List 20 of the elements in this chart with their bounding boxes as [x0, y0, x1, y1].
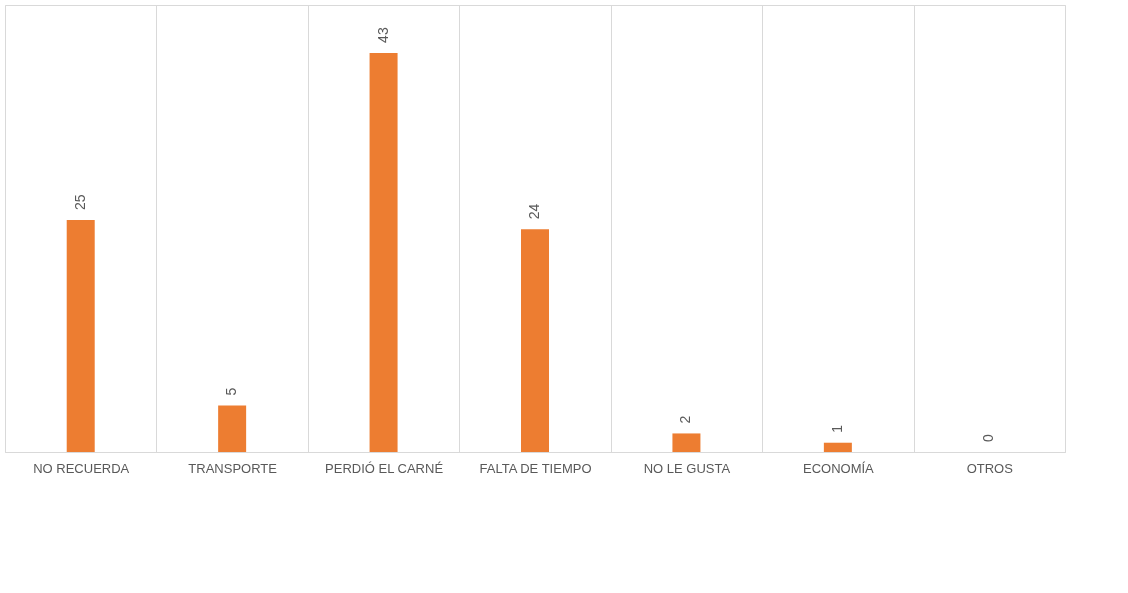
bar: [672, 433, 701, 452]
x-tick-label: FALTA DE TIEMPO: [479, 460, 592, 476]
data-label: 25: [71, 194, 88, 210]
bar: [369, 52, 398, 452]
data-label: 2: [677, 415, 694, 424]
data-label: 24: [526, 203, 542, 220]
x-tick-label: ECONOMÍA: [802, 460, 875, 476]
data-label: 43: [374, 27, 391, 43]
x-tick-label: PERDIÓ EL CARNÉ: [325, 460, 444, 476]
bar: [218, 405, 247, 452]
bar: [66, 219, 95, 452]
x-tick-label: TRANSPORTE: [188, 460, 278, 476]
data-label: 1: [828, 424, 845, 433]
x-tick-label: OTROS: [966, 460, 1014, 476]
bar: [521, 229, 549, 452]
x-tick-label: NO LE GUSTA: [643, 460, 731, 476]
bar: [823, 442, 852, 452]
data-label: 0: [980, 434, 997, 442]
x-tick-label: NO RECUERDA: [33, 460, 130, 476]
data-label: 5: [223, 387, 240, 396]
